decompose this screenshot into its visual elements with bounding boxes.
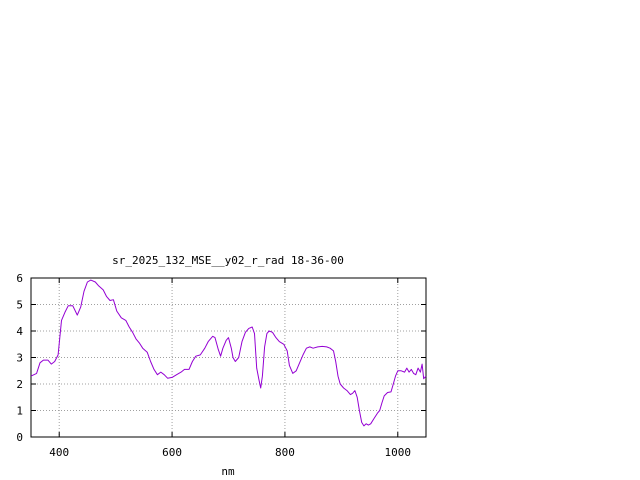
y-tick-label: 1 <box>16 405 23 418</box>
grid <box>31 278 426 437</box>
y-tick-labels: 0 1 2 3 4 5 6 <box>16 272 23 444</box>
x-tick-label: 400 <box>49 446 69 459</box>
x-axis-label: nm <box>221 465 235 478</box>
series-layer <box>30 279 427 427</box>
x-tick-labels: 400 600 800 1000 <box>49 446 411 459</box>
x-tick-label: 600 <box>162 446 182 459</box>
plot-frame <box>30 277 427 438</box>
y-tick-label: 5 <box>16 299 23 312</box>
y-tick-label: 3 <box>16 352 23 365</box>
x-tick-label: 1000 <box>385 446 412 459</box>
y-tick-label: 4 <box>16 325 23 338</box>
x-tick-label: 800 <box>275 446 295 459</box>
y-tick-label: 0 <box>16 431 23 444</box>
chart-title: sr_2025_132_MSE__y02_r_rad 18-36-00 <box>112 254 344 267</box>
y-tick-label: 6 <box>16 272 23 285</box>
axis-ticks <box>31 277 426 438</box>
y-tick-label: 2 <box>16 378 23 391</box>
series-line-0 <box>30 279 427 427</box>
